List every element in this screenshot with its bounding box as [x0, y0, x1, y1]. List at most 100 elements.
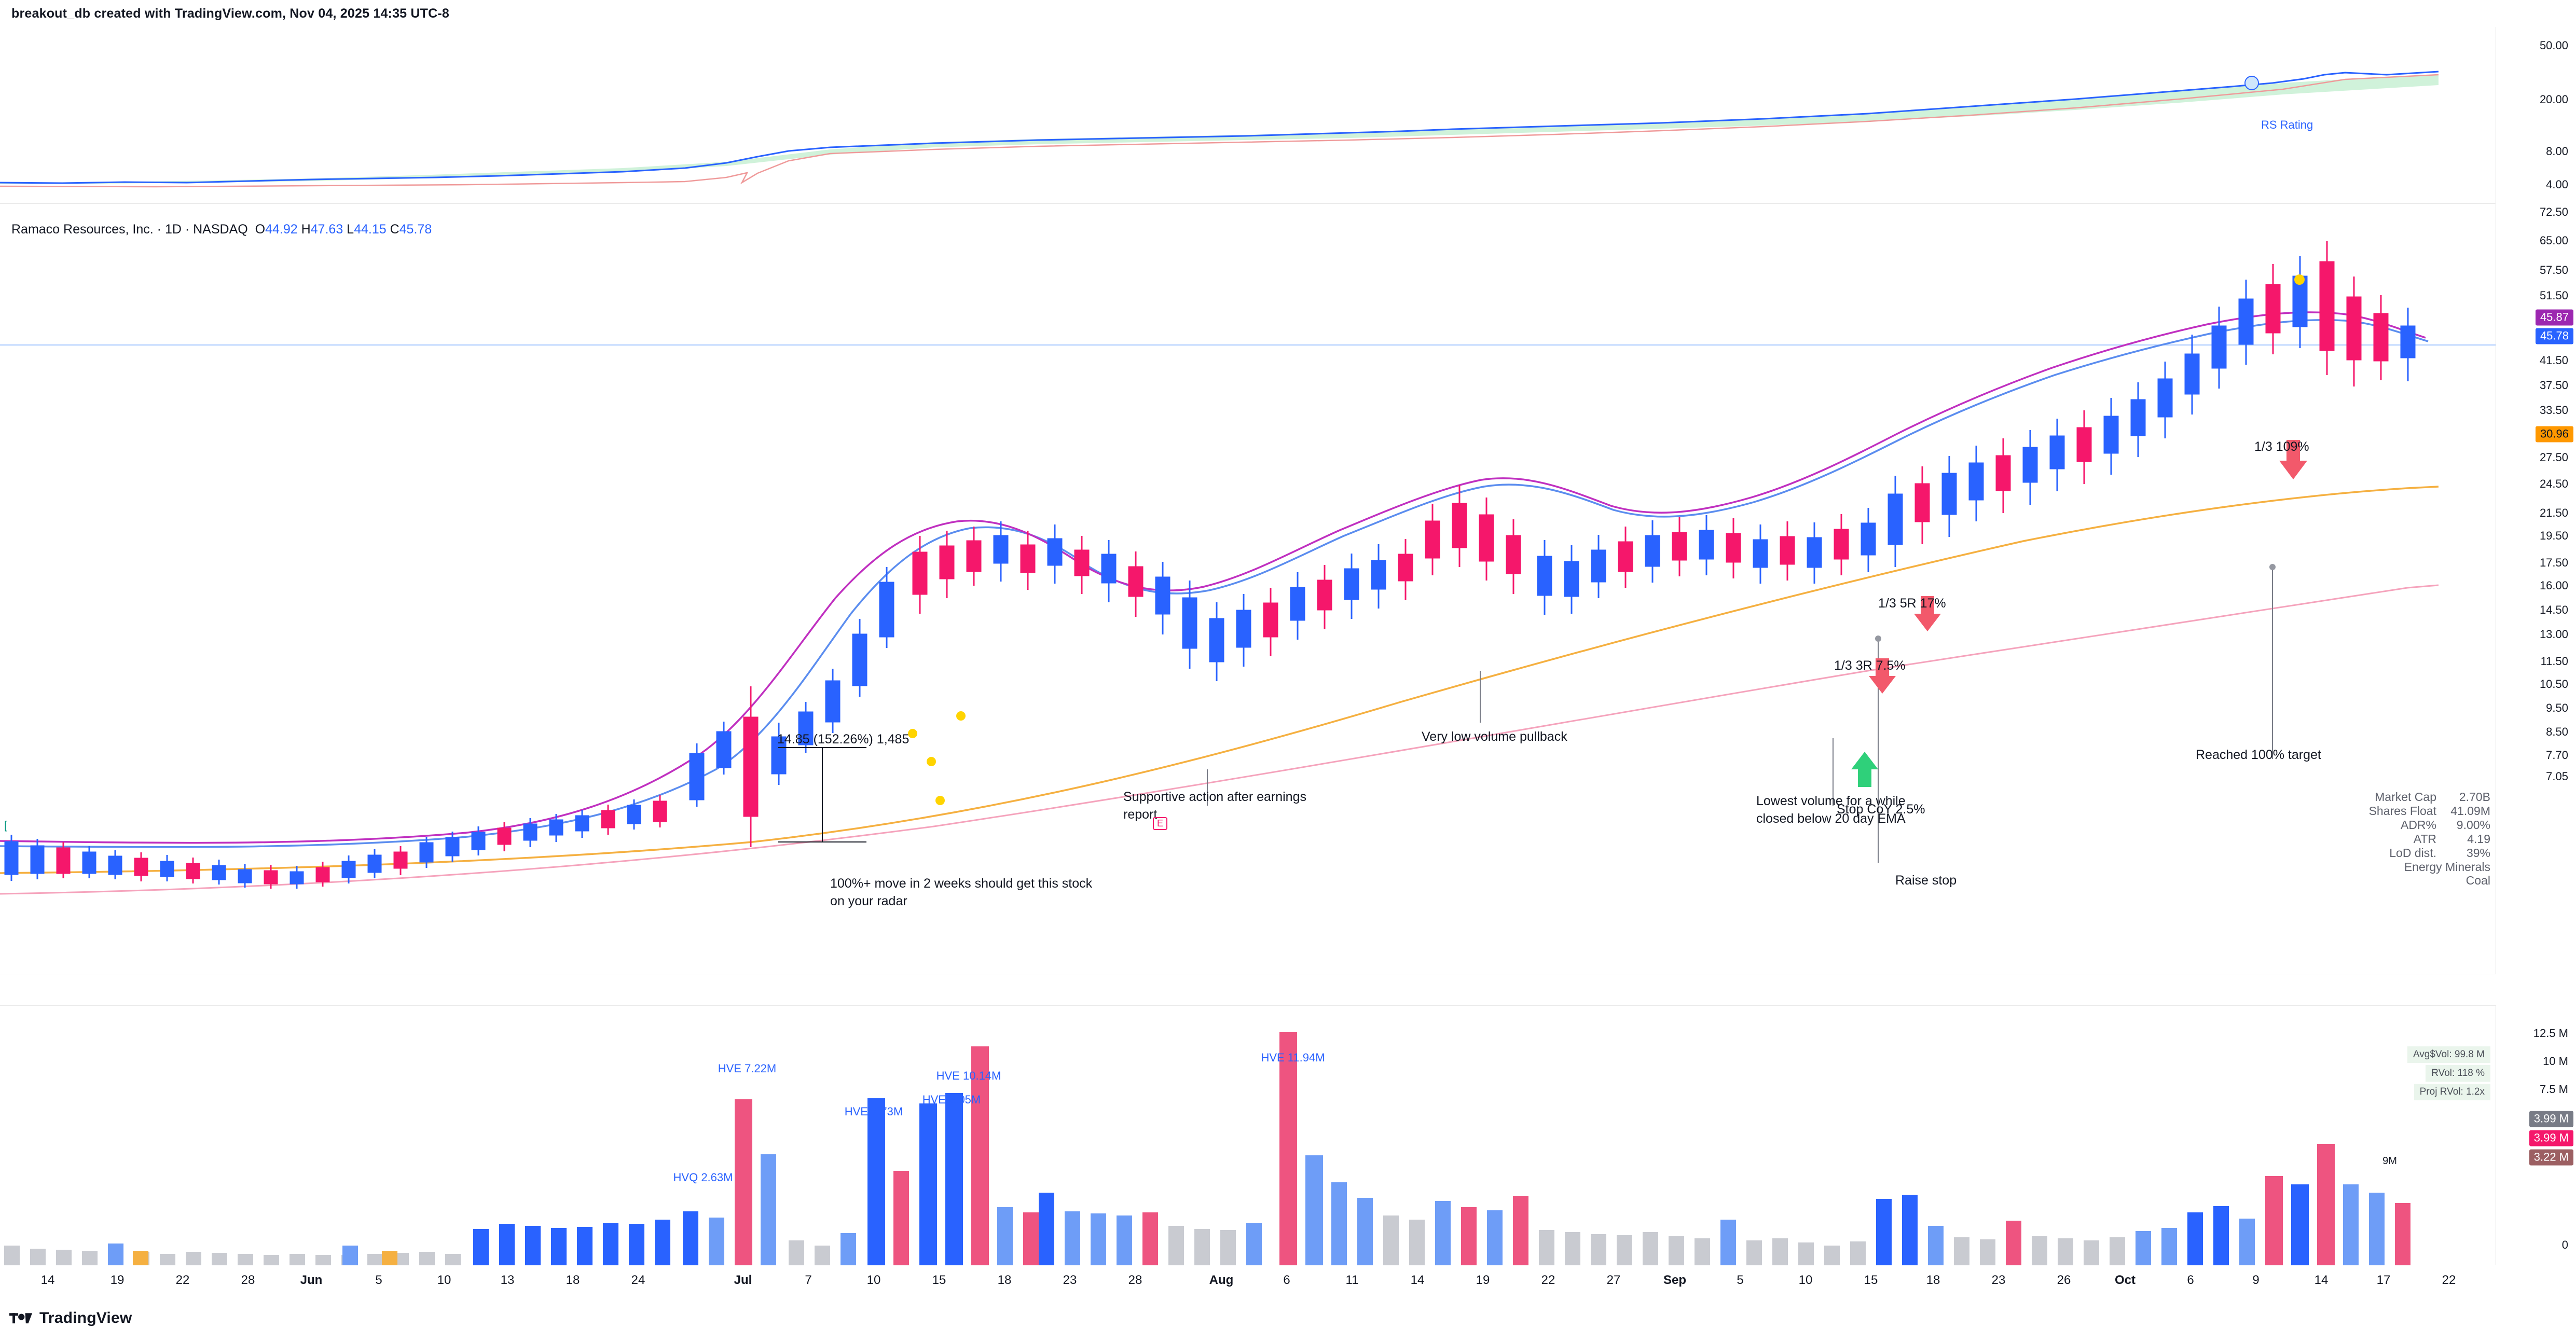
x-tick: 18: [566, 1273, 580, 1287]
x-tick: 13: [500, 1273, 515, 1287]
price-axis-label: 14.50: [2539, 603, 2568, 616]
x-tick: 6: [2187, 1273, 2194, 1287]
stat-key: Shares Float: [2368, 804, 2436, 818]
price-axis-label: 21.50: [2539, 506, 2568, 519]
ohlc-close-label: C: [390, 222, 400, 237]
x-tick: 14: [40, 1273, 55, 1287]
annotation-leaders: [1207, 567, 2273, 863]
proj-rvol-chip: Proj RVol: 1.2x: [2414, 1084, 2490, 1100]
stat-row: Market Cap 2.70B: [2369, 790, 2490, 804]
price-axis-label: 8.50: [2546, 725, 2568, 738]
avg-dollar-volume-chip: Avg$Vol: 99.8 M: [2407, 1046, 2490, 1063]
price-tag-ema200: 30.96: [2535, 426, 2573, 443]
x-tick: 17: [2376, 1273, 2391, 1287]
annotation-leader-dots: [1875, 564, 2276, 642]
stat-key: Market Cap: [2375, 790, 2436, 804]
price-axis-label: 7.70: [2546, 749, 2568, 762]
hve-label: HVE 7.73M: [844, 1105, 903, 1118]
x-tick: 28: [241, 1273, 255, 1287]
annotation-sell-5r: 1/3 5R 17%: [1878, 596, 1946, 611]
price-axis[interactable]: 72.50 65.00 57.50 51.50 45.87 45.78 41.5…: [2496, 204, 2576, 974]
rs-secondary-line: [0, 74, 2439, 188]
rs-rating-pane: RS Rating: [0, 27, 2496, 204]
rs-axis-label: 20.00: [2539, 93, 2568, 106]
earnings-flag-marker[interactable]: E: [1153, 817, 1168, 830]
rs-rating-plot: [0, 71, 2439, 188]
rs-highlight-dot: [2244, 76, 2259, 90]
price-axis-label: 11.50: [2540, 655, 2568, 668]
stat-value: 4.19: [2467, 832, 2490, 846]
symbol-stats-panel: Market Cap 2.70B Shares Float 41.09M ADR% 9…: [2369, 790, 2490, 888]
volume-tag-total: 3.99 M: [2529, 1111, 2573, 1127]
stat-key: ATR: [2413, 832, 2436, 846]
x-tick: 24: [631, 1273, 645, 1287]
sell-arrow-group: [1851, 440, 2307, 787]
volume-axis-label: 12.5 M: [2533, 1027, 2568, 1040]
rs-price-axis[interactable]: 50.00 20.00 8.00 4.00: [2496, 27, 2576, 203]
x-tick: 22: [1541, 1273, 1555, 1287]
x-tick: 23: [1063, 1273, 1077, 1287]
volume-tag-current: 3.99 M: [2529, 1130, 2573, 1146]
ohlc-close-value: 45.78: [399, 222, 432, 237]
ohlc-high-value: 47.63: [310, 222, 343, 237]
x-tick-month: Aug: [1209, 1273, 1234, 1287]
symbol-exchange: NASDAQ: [193, 222, 248, 237]
rs-fill-area: [0, 75, 2439, 184]
rvol-chip: RVol: 118 %: [2426, 1065, 2490, 1082]
volume-axis[interactable]: 12.5 M 10 M 7.5 M 3.99 M 3.99 M 3.22 M 0: [2496, 1005, 2576, 1265]
x-tick: 22: [2442, 1273, 2456, 1287]
x-tick: 15: [932, 1273, 946, 1287]
sell-arrow-5r: [1914, 596, 1941, 631]
symbol-sep2: ·: [181, 222, 194, 237]
x-tick-month: Sep: [1663, 1273, 1687, 1287]
stat-key: Energy Minerals: [2404, 860, 2490, 874]
price-tag-last: 45.78: [2535, 328, 2573, 344]
volume-bar-hve-10-14m: [971, 1046, 989, 1265]
volume-bar-hve-7-73m: [867, 1098, 885, 1265]
symbol-interval: 1D: [164, 222, 182, 237]
volume-plot: [4, 1032, 2410, 1265]
x-tick: 5: [1737, 1273, 1744, 1287]
hve-label: HVE 7.22M: [718, 1062, 777, 1075]
price-axis-label: 51.50: [2539, 289, 2568, 302]
price-axis-label: 27.50: [2539, 451, 2568, 464]
stat-row: ADR% 9.00%: [2369, 818, 2490, 832]
price-axis-label: 33.50: [2539, 404, 2568, 417]
price-tag-ema: 45.87: [2535, 309, 2573, 326]
hve-label: HVE 11.94M: [1261, 1051, 1325, 1064]
stat-row: ATR 4.19: [2369, 832, 2490, 846]
price-axis-label: 13.00: [2539, 628, 2568, 641]
annotation-sell-109: 1/3 109%: [2254, 439, 2309, 454]
volume-info-box: Avg$Vol: 99.8 M RVol: 118 % Proj RVol: 1…: [2407, 1046, 2490, 1100]
stat-value: 41.09M: [2450, 804, 2490, 818]
annotation-low-volume-pullback: Very low volume pullback: [1422, 729, 1567, 744]
ohlc-high-label: H: [301, 222, 311, 237]
tradingview-wordmark: TradingView: [39, 1309, 132, 1327]
symbol-legend[interactable]: Ramaco Resources, Inc. · 1D · NASDAQ O44…: [11, 222, 432, 237]
time-axis[interactable]: 14 19 22 28 Jun 5 10 13 18 24 Jul 7 10 1…: [0, 1265, 2576, 1297]
volume-bar-hve-7-22m: [735, 1099, 752, 1265]
price-pane: 14.85 (152.26%) 1,485 100%+ move in 2 we…: [0, 204, 2496, 974]
x-tick: 9: [2252, 1273, 2260, 1287]
sell-arrow-3r: [1869, 658, 1896, 694]
tradingview-logo[interactable]: TradingView: [9, 1309, 132, 1327]
x-tick: 23: [1991, 1273, 2006, 1287]
symbol-name: Ramaco Resources, Inc.: [11, 222, 154, 237]
left-bracket-marker: [: [4, 819, 8, 832]
volume-bars: [4, 1032, 2410, 1265]
rs-axis-label: 4.00: [2546, 178, 2568, 191]
annotation-raise-stop: Raise stop: [1895, 873, 1957, 888]
price-axis-label: 10.50: [2539, 678, 2568, 690]
volume-axis-label: 7.5 M: [2539, 1083, 2568, 1096]
ohlc-low-label: L: [347, 222, 354, 237]
volume-9m-label: 9M: [2382, 1155, 2397, 1167]
x-tick: 7: [805, 1273, 812, 1287]
ohlc-open-value: 44.92: [265, 222, 298, 237]
annotation-sell-3r: 1/3 3R 7.5%: [1834, 658, 1906, 673]
volume-axis-label: 0: [2561, 1238, 2568, 1251]
annotation-reached-target: Reached 100% target: [2196, 748, 2321, 762]
x-tick: 19: [110, 1273, 125, 1287]
measure-bracket: [778, 747, 866, 842]
price-axis-label: 24.50: [2539, 477, 2568, 490]
